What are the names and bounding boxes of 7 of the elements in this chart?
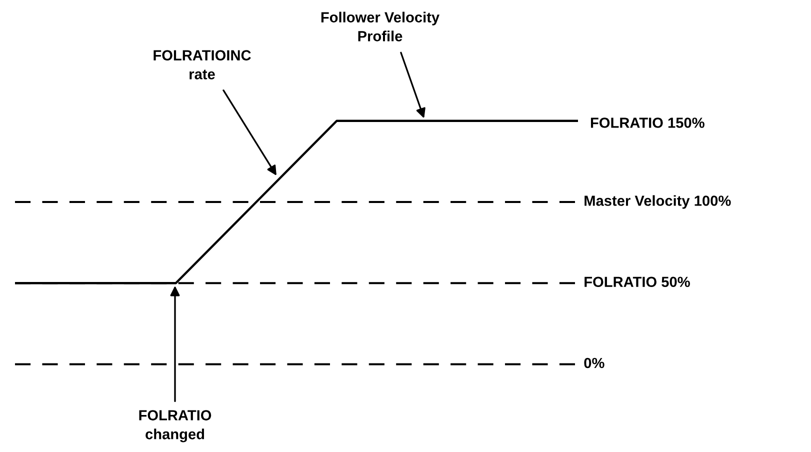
text: FOLRATIO changed <box>139 410 212 442</box>
text: Follower Velocity Profile <box>321 12 440 42</box>
ref-line-label: Master Velocity 100% <box>584 195 731 209</box>
ref-line-label: 0% <box>584 358 604 368</box>
text: FOLRATIO 150% <box>590 118 704 128</box>
ref-line-label: FOLRATIO 50% <box>584 276 690 288</box>
text: FOLRATIOINC rate <box>154 50 251 80</box>
